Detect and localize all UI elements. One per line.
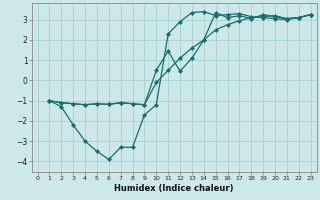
X-axis label: Humidex (Indice chaleur): Humidex (Indice chaleur) (114, 184, 234, 193)
